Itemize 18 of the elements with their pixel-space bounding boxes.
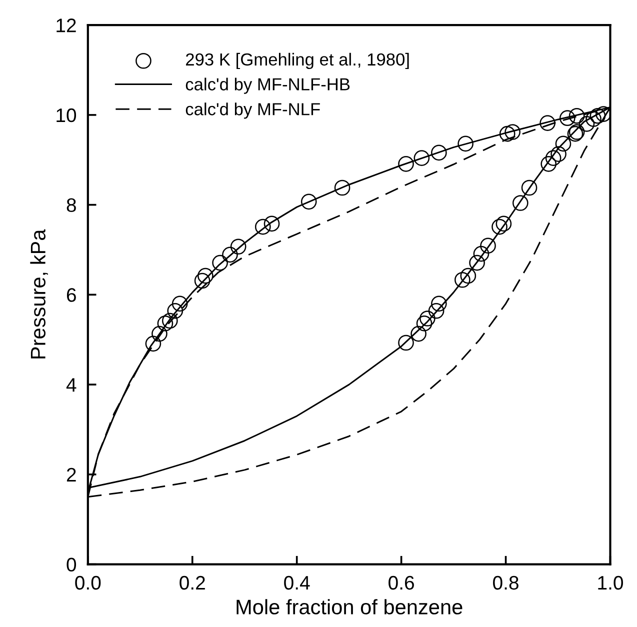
x-tick-label: 0.2: [180, 576, 205, 590]
x-tick-label: 0.6: [388, 576, 414, 590]
legend-label: 293 K [Gmehling et al., 1980]: [186, 52, 409, 70]
y-tick-label: 0: [66, 558, 76, 572]
y-tick-label: 6: [66, 288, 76, 302]
y-tick-label: 8: [66, 198, 76, 212]
y-tick-label: 12: [56, 18, 76, 32]
legend-label: calc'd by MF-NLF-HB: [186, 78, 350, 94]
x-tick-label: 1.0: [598, 576, 623, 590]
x-tick-label: 0.0: [75, 576, 101, 590]
y-tick-label: 10: [56, 108, 76, 122]
x-tick-label: 0.8: [493, 576, 518, 590]
y-tick-label: 4: [66, 378, 76, 392]
legend-label: calc'd by MF-NLF: [186, 102, 320, 119]
y-axis-title: Pressure, kPa: [30, 229, 48, 358]
x-tick-label: 0.4: [284, 576, 310, 590]
y-tick-label: 2: [66, 468, 76, 482]
x-axis-title: Mole fraction of benzene: [236, 599, 462, 614]
